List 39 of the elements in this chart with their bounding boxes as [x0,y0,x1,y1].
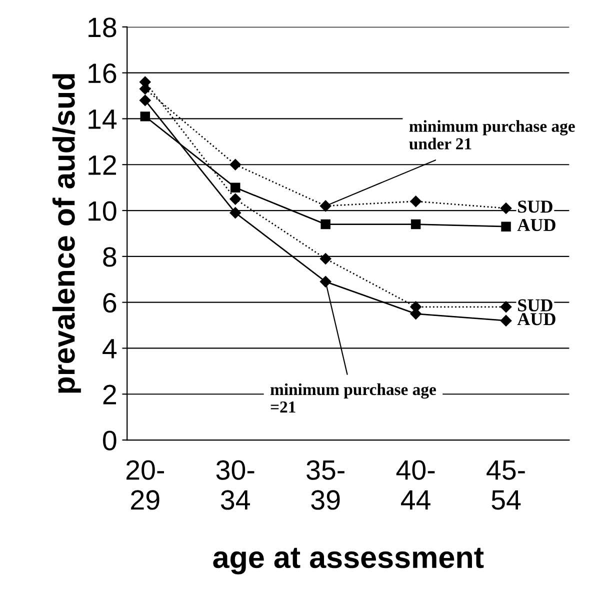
point [230,159,241,170]
x-tick-label: 40- 44 [396,460,435,510]
series-label: SUD [518,299,552,312]
point [140,112,150,122]
series-label: SUD [518,200,552,213]
point [410,196,422,207]
point [410,219,421,230]
point [500,301,512,313]
x-tick-label: 30- 34 [216,460,254,510]
point [230,193,241,205]
point [320,219,330,230]
point [320,200,332,212]
series-label: AUD [517,313,556,326]
series-label: AUD [517,219,556,232]
y-tick-label: 2 [103,384,116,404]
y-tick-label: 0 [103,430,116,450]
annotation: minimum purchase age =21 [270,383,436,413]
annotation: minimum purchase age under 21 [409,120,575,150]
y-tick-label: 4 [102,339,117,358]
y-tick-label: 14 [88,110,117,129]
point [320,253,332,264]
y-tick-label: 18 [88,18,116,38]
point [230,182,240,192]
point [501,222,511,232]
point [140,94,151,106]
x-tick-label: 35- 39 [306,460,344,510]
y-axis-title: prevalence of aud/sud [52,74,81,393]
point [500,315,512,326]
y-tick-label: 8 [103,247,116,267]
y-tick-label: 10 [88,201,116,221]
point [230,207,241,218]
y-tick-label: 6 [103,292,116,313]
y-tick-label: 16 [88,63,116,84]
x-tick-label: 20- 29 [126,460,164,510]
x-tick-label: 45- 54 [486,460,525,510]
y-tick-label: 12 [88,155,116,175]
point [500,202,512,214]
x-axis-title: age at assessment [213,548,484,574]
point [320,276,332,288]
